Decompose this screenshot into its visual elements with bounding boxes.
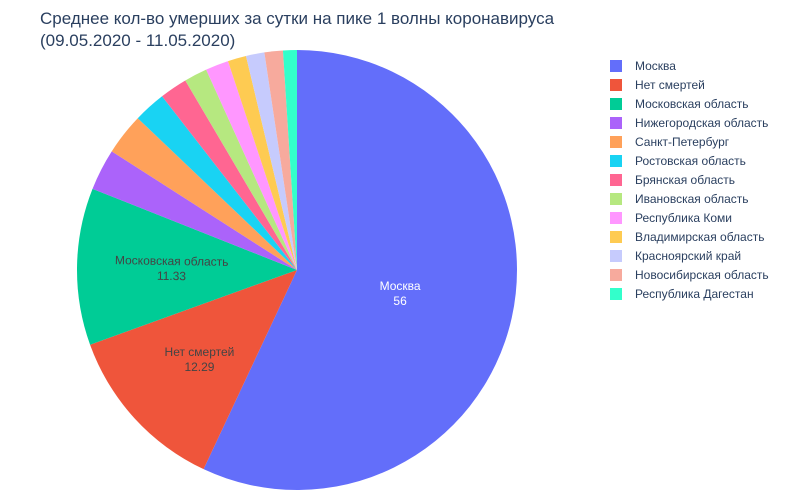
legend-swatch	[610, 230, 622, 243]
legend-label: Республика Дагестан	[635, 286, 754, 301]
pie-slice-1[interactable]	[203, 50, 518, 490]
legend-swatch	[610, 78, 622, 91]
legend-item-6[interactable]: Ростовская область	[606, 151, 769, 170]
legend-label: Московская область	[635, 96, 749, 111]
legend-swatch	[610, 211, 622, 224]
pie-slice-8[interactable]	[185, 69, 297, 270]
legend-label: Ивановская область	[635, 191, 749, 206]
pie-slice-10[interactable]	[228, 55, 297, 270]
legend-item-12[interactable]: Новосибирская область	[606, 265, 769, 284]
legend-label: Красноярский край	[635, 248, 742, 263]
pie-slice-7[interactable]	[162, 80, 297, 270]
legend-item-11[interactable]: Красноярский край	[606, 246, 769, 265]
pie-slice-5[interactable]	[111, 118, 297, 270]
pie-slice-4[interactable]	[92, 151, 297, 270]
slice-text-1: Москва 56	[380, 279, 421, 308]
legend-label: Ростовская область	[635, 153, 746, 168]
legend-swatch	[610, 268, 622, 281]
legend-label: Брянская область	[635, 172, 735, 187]
slice-text-label: Москва	[380, 279, 421, 293]
legend-item-3[interactable]: Московская область	[606, 94, 769, 113]
legend-label: Нет смертей	[635, 77, 705, 92]
legend-swatch	[610, 97, 622, 110]
legend-item-10[interactable]: Владимирская область	[606, 227, 769, 246]
legend-item-8[interactable]: Ивановская область	[606, 189, 769, 208]
slice-text-value: 11.33	[157, 269, 187, 283]
pie-slice-9[interactable]	[206, 61, 297, 270]
legend-swatch	[610, 116, 622, 129]
slice-text-label: Нет смертей	[165, 345, 235, 359]
legend-swatch	[610, 135, 622, 148]
pie-slice-6[interactable]	[137, 96, 297, 270]
chart-title: Среднее кол-во умерших за сутки на пике …	[40, 8, 660, 52]
legend-label: Республика Коми	[635, 210, 732, 225]
slice-text-value: 56	[393, 294, 407, 308]
pie-slice-13[interactable]	[282, 50, 297, 270]
slice-text-label: Московская область	[115, 253, 229, 269]
pie-slice-3[interactable]	[76, 188, 297, 345]
slice-text-3: Московская область11.33	[115, 253, 229, 284]
legend-item-1[interactable]: Москва	[606, 56, 769, 75]
legend-swatch	[610, 173, 622, 186]
pie-slice-11[interactable]	[245, 52, 297, 271]
legend-item-4[interactable]: Нижегородская область	[606, 113, 769, 132]
legend-item-13[interactable]: Республика Дагестан	[606, 284, 769, 303]
legend-swatch	[610, 249, 622, 262]
legend: Москва Нет смертей Московская область Нижег…	[606, 56, 769, 303]
chart-title-line-2: (09.05.2020 - 11.05.2020)	[40, 31, 236, 50]
legend-item-7[interactable]: Брянская область	[606, 170, 769, 189]
legend-swatch	[610, 59, 622, 72]
legend-swatch	[610, 192, 622, 205]
legend-swatch	[610, 154, 622, 167]
chart-title-line-1: Среднее кол-во умерших за сутки на пике …	[40, 9, 555, 28]
legend-item-9[interactable]: Республика Коми	[606, 208, 769, 227]
pie-slice-2[interactable]	[90, 270, 297, 470]
legend-label: Нижегородская область	[635, 115, 769, 130]
pie-slice-12[interactable]	[264, 50, 297, 270]
slice-text-value: 12.29	[184, 360, 214, 374]
legend-label: Москва	[635, 58, 676, 73]
legend-label: Владимирская область	[635, 229, 765, 244]
legend-swatch	[610, 287, 622, 300]
legend-label: Санкт-Петербург	[635, 134, 730, 149]
slice-text-2: Нет смертей 12.29	[165, 345, 235, 374]
legend-item-5[interactable]: Санкт-Петербург	[606, 132, 769, 151]
legend-item-2[interactable]: Нет смертей	[606, 75, 769, 94]
legend-label: Новосибирская область	[635, 267, 769, 282]
